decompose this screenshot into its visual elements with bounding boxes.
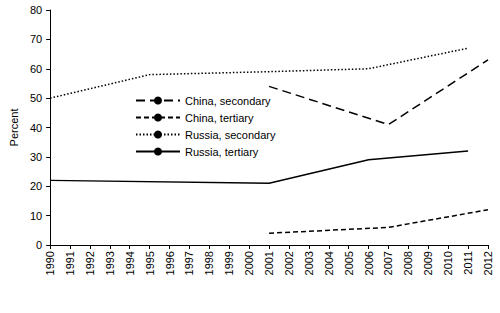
svg-text:1992: 1992	[84, 251, 96, 275]
svg-text:2005: 2005	[343, 251, 355, 275]
svg-text:Russia, tertiary: Russia, tertiary	[185, 146, 259, 158]
svg-text:1998: 1998	[203, 251, 215, 275]
svg-text:30: 30	[30, 151, 42, 163]
svg-text:80: 80	[30, 4, 42, 16]
svg-text:2002: 2002	[283, 251, 295, 275]
svg-text:2007: 2007	[382, 251, 394, 275]
svg-text:10: 10	[30, 210, 42, 222]
svg-text:2008: 2008	[402, 251, 414, 275]
svg-text:60: 60	[30, 63, 42, 75]
svg-text:2001: 2001	[263, 251, 275, 275]
svg-text:China, tertiary: China, tertiary	[185, 112, 254, 124]
svg-text:2012: 2012	[482, 251, 494, 275]
svg-text:40: 40	[30, 122, 42, 134]
svg-text:2011: 2011	[462, 251, 474, 275]
svg-text:1994: 1994	[124, 251, 136, 275]
svg-text:2006: 2006	[363, 251, 375, 275]
svg-text:2004: 2004	[323, 251, 335, 275]
svg-text:2009: 2009	[422, 251, 434, 275]
svg-text:1999: 1999	[223, 251, 235, 275]
svg-text:2003: 2003	[303, 251, 315, 275]
svg-text:China, secondary: China, secondary	[185, 95, 271, 107]
svg-text:50: 50	[30, 92, 42, 104]
svg-text:1991: 1991	[64, 251, 76, 275]
svg-text:1996: 1996	[164, 251, 176, 275]
svg-text:2000: 2000	[243, 251, 255, 275]
svg-text:Percent: Percent	[8, 109, 20, 147]
svg-text:20: 20	[30, 180, 42, 192]
svg-text:1993: 1993	[104, 251, 116, 275]
svg-text:1995: 1995	[144, 251, 156, 275]
svg-text:Russia, secondary: Russia, secondary	[185, 129, 276, 141]
svg-text:1997: 1997	[183, 251, 195, 275]
svg-text:2010: 2010	[442, 251, 454, 275]
svg-text:70: 70	[30, 33, 42, 45]
svg-text:1990: 1990	[44, 251, 56, 275]
svg-text:0: 0	[36, 239, 42, 251]
